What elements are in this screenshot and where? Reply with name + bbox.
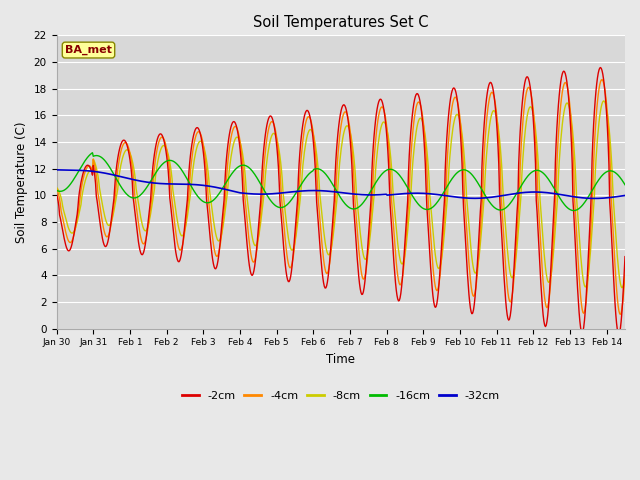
- Title: Soil Temperatures Set C: Soil Temperatures Set C: [253, 15, 429, 30]
- Legend: -2cm, -4cm, -8cm, -16cm, -32cm: -2cm, -4cm, -8cm, -16cm, -32cm: [177, 386, 504, 405]
- Text: BA_met: BA_met: [65, 45, 112, 55]
- X-axis label: Time: Time: [326, 353, 355, 366]
- Y-axis label: Soil Temperature (C): Soil Temperature (C): [15, 121, 28, 243]
